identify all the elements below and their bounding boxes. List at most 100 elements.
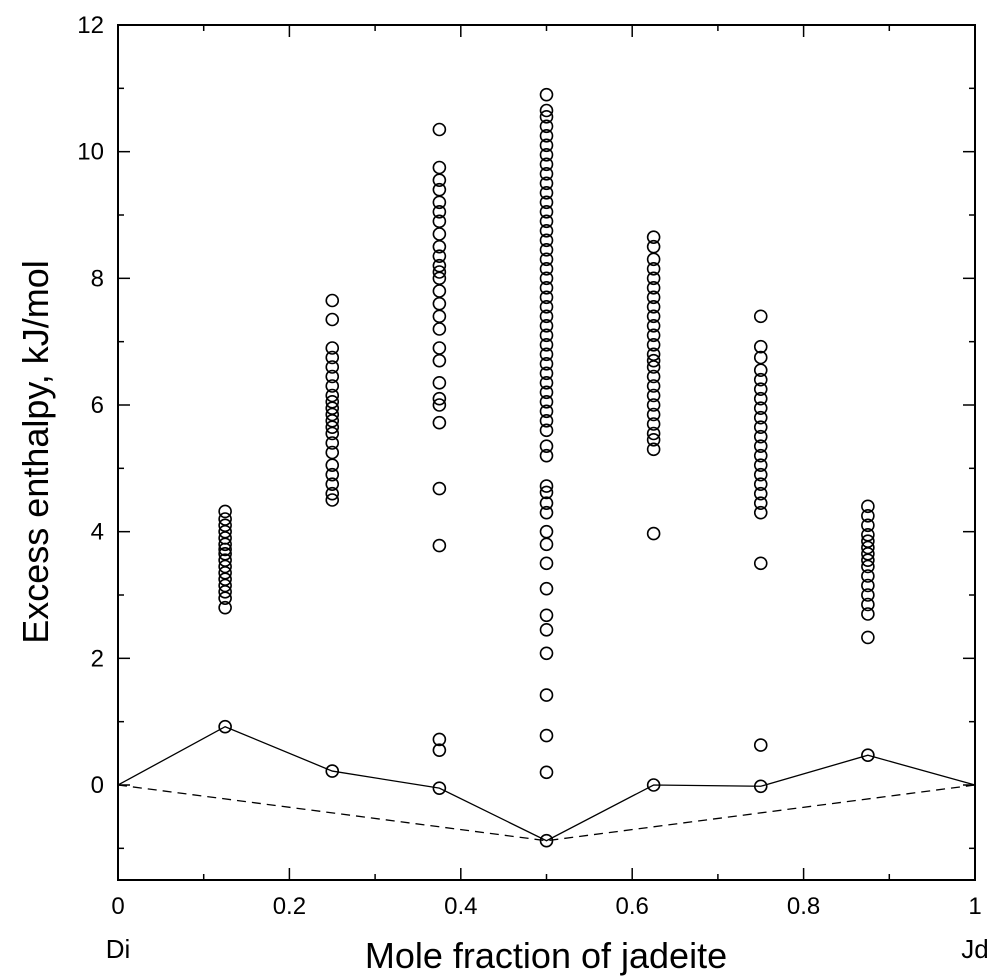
- data-point: [539, 110, 554, 124]
- data-point: [646, 338, 661, 352]
- data-point: [432, 265, 447, 279]
- data-point: [218, 553, 232, 567]
- data-point: [325, 395, 340, 409]
- data-point: [325, 493, 340, 507]
- data-point: [753, 339, 768, 354]
- data-point: [325, 436, 340, 450]
- data-point: [539, 290, 554, 305]
- data-point: [218, 719, 232, 734]
- data-point: [325, 477, 340, 491]
- left-end-label: Di: [106, 934, 131, 964]
- data-point: [432, 205, 447, 219]
- data-point: [539, 233, 554, 248]
- data-point: [218, 512, 232, 526]
- data-point: [539, 448, 554, 463]
- data-point: [539, 176, 554, 191]
- data-point: [539, 357, 554, 371]
- data-point: [646, 262, 661, 276]
- data-point: [539, 195, 554, 210]
- data-point: [861, 528, 875, 542]
- data-point: [753, 309, 768, 324]
- axis-ticks: [117, 24, 976, 880]
- y-tick-label: 4: [91, 519, 104, 546]
- data-point: [646, 442, 661, 457]
- data-point: [539, 688, 554, 702]
- data-point: [325, 388, 340, 403]
- data-point: [539, 103, 554, 118]
- data-point: [432, 296, 447, 311]
- data-point: [539, 833, 554, 848]
- data-point: [753, 391, 768, 406]
- data-point: [539, 328, 554, 343]
- data-point: [861, 569, 875, 583]
- data-point: [325, 293, 340, 308]
- data-point: [539, 319, 554, 333]
- data-point: [432, 122, 447, 137]
- data-point: [539, 479, 554, 493]
- data-point: [646, 778, 661, 792]
- data-point: [432, 391, 447, 406]
- data-point: [753, 486, 768, 501]
- data-point: [646, 271, 661, 286]
- data-point: [539, 608, 554, 623]
- data-point: [646, 230, 661, 244]
- solid-line-layer: [117, 726, 976, 842]
- data-point: [753, 556, 768, 571]
- data-point: [539, 524, 554, 539]
- data-point: [646, 417, 661, 431]
- data-point: [539, 243, 554, 257]
- data-point: [753, 401, 768, 415]
- data-point: [753, 372, 768, 387]
- data-point: [753, 448, 768, 463]
- data-point: [861, 578, 875, 593]
- x-tick-label: 1: [968, 893, 981, 920]
- data-point: [539, 309, 554, 324]
- data-point: [432, 249, 447, 263]
- data-point: [539, 765, 554, 780]
- data-point: [432, 415, 447, 430]
- data-point: [861, 607, 875, 621]
- data-point: [753, 439, 768, 453]
- dashed-line-layer: [117, 784, 976, 842]
- data-point: [861, 748, 875, 763]
- dashed-hull-line: [117, 784, 976, 842]
- data-point: [539, 129, 554, 143]
- data-point: [432, 258, 447, 273]
- data-point: [432, 160, 447, 175]
- data-point: [539, 214, 554, 229]
- data-point: [646, 353, 661, 368]
- data-point: [539, 505, 554, 520]
- data-point: [539, 347, 554, 362]
- data-point: [646, 347, 661, 362]
- data-point: [539, 119, 554, 134]
- data-point: [432, 398, 447, 412]
- data-point: [432, 182, 447, 197]
- data-point: [432, 732, 447, 747]
- data-point: [753, 458, 768, 472]
- data-point: [753, 467, 768, 482]
- data-point: [753, 420, 768, 434]
- x-axis-title: Mole fraction of jadeite: [365, 935, 727, 976]
- data-point: [539, 186, 554, 200]
- data-point: [325, 360, 340, 374]
- data-point: [646, 526, 661, 541]
- data-point: [861, 588, 875, 602]
- data-point: [539, 385, 554, 400]
- data-point: [432, 376, 447, 390]
- y-axis-title: Excess enthalpy, kJ/mol: [15, 260, 56, 643]
- data-point: [646, 388, 661, 403]
- data-point: [646, 407, 661, 422]
- right-end-label: Jd: [961, 934, 988, 964]
- x-tick-label: 0.6: [616, 893, 649, 920]
- data-point: [432, 781, 447, 795]
- data-point: [539, 414, 554, 428]
- data-point: [539, 404, 554, 419]
- data-point: [539, 485, 554, 500]
- data-point: [432, 743, 447, 757]
- data-point: [646, 398, 661, 412]
- y-tick-label: 12: [77, 12, 104, 39]
- data-point: [432, 322, 447, 336]
- solid-hull-line: [117, 726, 976, 842]
- data-point: [539, 395, 554, 409]
